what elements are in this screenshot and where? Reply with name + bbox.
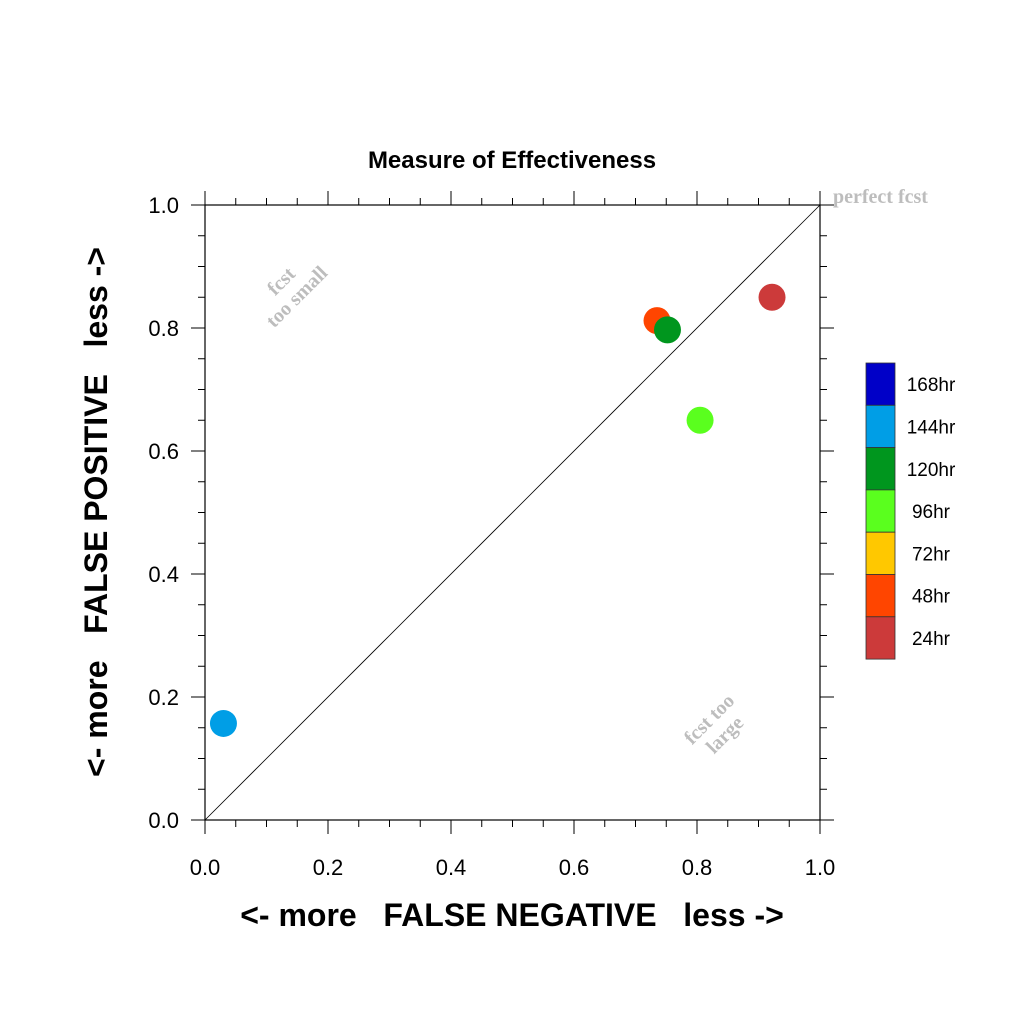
legend-label-168hr: 168hr	[907, 375, 956, 396]
chart-title: Measure of Effectiveness	[368, 147, 656, 174]
x-tick-label: 0.8	[682, 855, 713, 880]
x-tick-label: 1.0	[805, 855, 836, 880]
too-small-annotation: fcst too small	[262, 262, 332, 332]
perfect-fcst-annotation: perfect fcst	[833, 186, 928, 208]
x-axis-title: <- more FALSE NEGATIVE less ->	[240, 897, 784, 933]
legend-swatch-120hr	[865, 447, 896, 491]
axis-ticks	[191, 191, 834, 834]
y-tick-label: 0.2	[148, 685, 179, 710]
legend: 168hr 144hr 120hr 96hr 72hr 48hr 24hr	[865, 362, 956, 660]
legend-label-120hr: 120hr	[907, 460, 956, 481]
legend-label-144hr: 144hr	[907, 417, 956, 438]
data-points	[209, 283, 786, 737]
legend-label-24hr: 24hr	[912, 629, 951, 650]
x-tick-label: 0.2	[313, 855, 344, 880]
too-small-line2: too small	[262, 262, 332, 332]
data-point-24hr	[758, 283, 786, 311]
y-tick-label: 0.0	[148, 808, 179, 833]
data-point-96hr	[686, 406, 714, 434]
x-tick-label: 0.4	[436, 855, 467, 880]
legend-label-72hr: 72hr	[912, 544, 951, 565]
legend-swatch-168hr	[865, 362, 896, 406]
x-tick-label: 0.6	[559, 855, 590, 880]
y-tick-label: 0.6	[148, 439, 179, 464]
legend-swatch-48hr	[865, 574, 896, 618]
x-tick-label: 0.0	[190, 855, 221, 880]
y-tick-label: 0.8	[148, 316, 179, 341]
legend-swatch-144hr	[865, 404, 896, 448]
legend-label-96hr: 96hr	[912, 502, 951, 523]
legend-swatch-24hr	[865, 616, 896, 660]
y-tick-labels: 0.0 0.2 0.4 0.6 0.8 1.0	[148, 193, 179, 833]
y-axis-title: <- more FALSE POSITIVE less ->	[78, 247, 114, 777]
perfect-forecast-line	[204, 204, 821, 821]
legend-swatch-96hr	[865, 489, 896, 533]
too-large-annotation: fcst too large	[680, 690, 748, 758]
y-tick-label: 0.4	[148, 562, 179, 587]
y-tick-label: 1.0	[148, 193, 179, 218]
x-tick-labels: 0.0 0.2 0.4 0.6 0.8 1.0	[190, 855, 836, 880]
data-point-144hr	[209, 709, 237, 737]
legend-label-48hr: 48hr	[912, 587, 951, 608]
legend-swatch-72hr	[865, 531, 896, 575]
data-point-120hr	[653, 316, 681, 344]
